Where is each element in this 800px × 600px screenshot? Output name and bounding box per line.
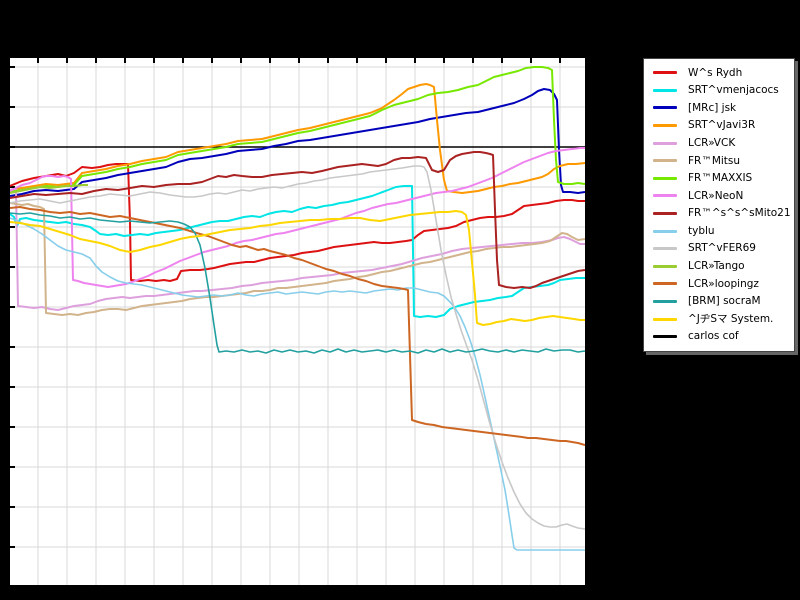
legend-swatch (653, 88, 677, 92)
series-line-fr-s-s-smito21 (10, 151, 585, 289)
legend-item: tyblu (644, 222, 794, 240)
legend-swatch (653, 264, 677, 268)
series-line-fr-mitsu (10, 202, 585, 316)
plot-area (10, 58, 585, 585)
legend-item: LCR»Tango (644, 258, 794, 276)
series-line-lcr-vck (10, 188, 585, 311)
series-line--j-s-system- (10, 210, 585, 326)
series-line-lcr-loopingz (10, 206, 585, 446)
legend-item: W^s Rydh (644, 64, 794, 82)
legend-swatch (653, 300, 677, 304)
legend-label: carlos cof (688, 330, 739, 343)
legend-item: carlos cof (644, 328, 794, 346)
legend-label: FR™MAXXIS (688, 172, 753, 185)
legend-item: SRT^vJavi3R (644, 117, 794, 135)
legend-label: W^s Rydh (688, 66, 743, 79)
legend-item: FR™Mitsu (644, 152, 794, 170)
legend-swatch (653, 247, 677, 251)
legend-item: SRT^vmenjacocs (644, 82, 794, 100)
legend-item: ^JヂSマ System. (644, 310, 794, 328)
series-line-srt-vmenjacocs (10, 185, 585, 318)
legend-swatch (653, 141, 677, 145)
legend-swatch (653, 317, 677, 321)
series-line--brm-socram (10, 212, 585, 354)
series-line-lcr-neon (10, 147, 585, 288)
legend-swatch (653, 71, 677, 75)
legend-label: SRT^vmenjacocs (688, 84, 779, 97)
legend-item: LCR»NeoN (644, 187, 794, 205)
legend-item: SRT^vFER69 (644, 240, 794, 258)
legend-swatch (653, 335, 677, 339)
series-line-srt-vfer69 (10, 165, 585, 530)
legend-item: [MRc] jsk (644, 99, 794, 117)
legend-label: FR™^s^s^sMito21 (688, 207, 791, 220)
legend-item: LCR»loopingz (644, 275, 794, 293)
legend-item: LCR»VCK (644, 134, 794, 152)
legend-swatch (653, 229, 677, 233)
legend-item: FR™^s^s^sMito21 (644, 205, 794, 223)
legend-label: FR™Mitsu (688, 154, 741, 167)
legend-label: LCR»loopingz (688, 277, 759, 290)
legend-label: LCR»Tango (688, 260, 745, 273)
series-line-fr-maxxis (10, 66, 585, 193)
legend-swatch (653, 282, 677, 286)
legend-label: [BRM] socraM (688, 295, 761, 308)
legend-label: tyblu (688, 224, 715, 237)
legend-swatch (653, 159, 677, 163)
series-line--mrc-jsk (10, 88, 585, 197)
legend-label: SRT^vJavi3R (688, 119, 756, 132)
legend-swatch (653, 106, 677, 110)
legend-item: [BRM] socraM (644, 293, 794, 311)
legend-item: FR™MAXXIS (644, 170, 794, 188)
legend-swatch (653, 176, 677, 180)
legend-label: LCR»VCK (688, 136, 736, 149)
legend-label: [MRc] jsk (688, 101, 737, 114)
legend-label: LCR»NeoN (688, 189, 744, 202)
series-line-srt-vjavi3r (10, 83, 585, 194)
legend-swatch (653, 194, 677, 198)
legend-label: ^JヂSマ System. (688, 312, 774, 325)
legend: W^s Rydh SRT^vmenjacocs [MRc] jsk SRT^vJavi… (643, 58, 795, 352)
legend-swatch (653, 124, 677, 128)
series-line-lcr-tango (10, 184, 88, 194)
chart-svg (10, 58, 585, 585)
legend-label: SRT^vFER69 (688, 242, 756, 255)
legend-swatch (653, 212, 677, 216)
